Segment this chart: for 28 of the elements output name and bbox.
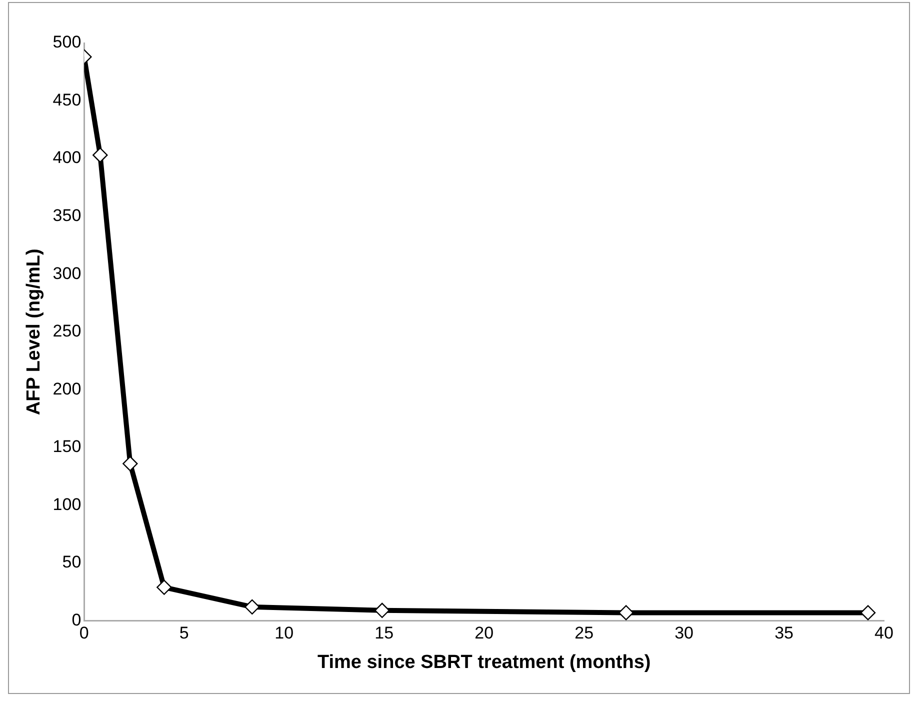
- x-tick-label: 25: [574, 624, 594, 643]
- point: [860, 605, 876, 620]
- x-tick-label: 10: [274, 624, 294, 643]
- point: [92, 147, 108, 163]
- y-tick-label: 200: [52, 379, 82, 398]
- point: [156, 580, 172, 595]
- point: [618, 605, 634, 620]
- x-tick-label: 20: [474, 624, 494, 643]
- y-tick-label: 50: [62, 552, 82, 572]
- y-tick-label: 150: [52, 437, 82, 456]
- y-tick-label: 250: [52, 322, 82, 341]
- x-tick-label: 30: [674, 624, 694, 643]
- y-tick-label: 500: [52, 32, 82, 52]
- point: [122, 456, 138, 472]
- x-tick-label: 15: [374, 624, 394, 643]
- point: [244, 599, 260, 615]
- x-axis-title: Time since SBRT treatment (months): [317, 652, 651, 673]
- x-tick-label: 35: [774, 624, 794, 643]
- x-tick-label: 5: [179, 624, 189, 643]
- y-tick-label: 400: [52, 148, 82, 168]
- y-tick-label: 300: [52, 264, 82, 283]
- y-tick-label: 450: [52, 90, 82, 110]
- y-tick-label: 0: [72, 610, 82, 630]
- y-axis-title: AFP Level (ng/mL): [24, 248, 45, 416]
- y-tick-label: 350: [52, 206, 82, 226]
- y-tick-label: 100: [52, 494, 82, 514]
- point: [374, 602, 390, 618]
- x-tick-label: 40: [874, 624, 894, 643]
